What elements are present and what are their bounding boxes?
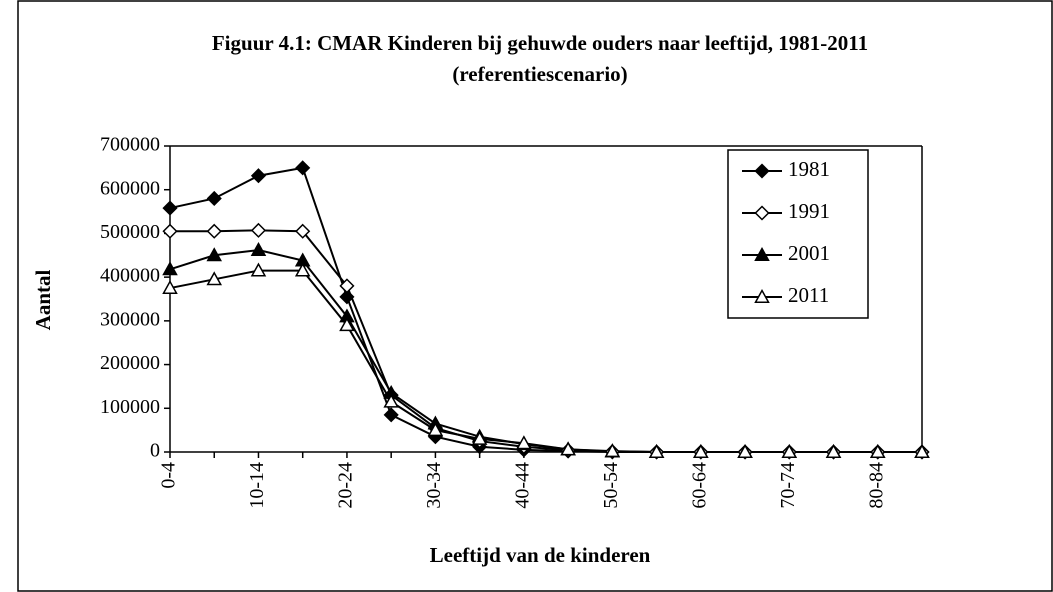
point (250, 241, 267, 256)
point (339, 278, 355, 294)
point (295, 223, 311, 239)
y-tick-label: 400000 (100, 265, 160, 287)
figure-frame (17, 0, 1053, 592)
point (693, 443, 709, 458)
x-tick-label: 80-84 (865, 462, 887, 509)
y-tick-label: 100000 (100, 396, 160, 418)
x-tick-label: 30-34 (423, 462, 445, 509)
point (648, 443, 665, 458)
point (737, 443, 753, 458)
point (339, 317, 355, 332)
legend-label: 2011 (788, 283, 829, 307)
legend-marker (754, 246, 770, 261)
point (162, 200, 178, 216)
legend-marker (754, 205, 770, 221)
point (604, 443, 621, 458)
chart-subtitle: (referentiescenario) (452, 62, 627, 86)
point (516, 435, 532, 450)
legend-marker (754, 288, 770, 303)
x-tick-label: 0-4 (158, 462, 180, 489)
point (560, 441, 576, 456)
y-tick-label: 500000 (100, 221, 160, 243)
y-tick-label: 600000 (100, 177, 160, 199)
point (471, 430, 488, 445)
chart-title: Figuur 4.1: CMAR Kinderen bij gehuwde ou… (212, 31, 868, 55)
x-tick-label: 10-14 (246, 462, 268, 509)
point (206, 223, 222, 239)
point (162, 223, 178, 239)
point (825, 443, 842, 458)
legend-marker (754, 163, 770, 179)
point (206, 271, 223, 286)
y-tick-label: 0 (150, 440, 160, 462)
legend-label: 1981 (788, 157, 830, 181)
legend-label: 2001 (788, 241, 830, 265)
point (869, 443, 886, 458)
point (250, 262, 267, 277)
legend-box (727, 149, 869, 319)
x-tick-label: 50-54 (600, 462, 622, 509)
y-tick-label: 700000 (100, 134, 160, 156)
point (162, 261, 178, 276)
point (206, 247, 223, 262)
y-tick-label: 300000 (100, 308, 160, 330)
y-axis-title: Aantal (31, 270, 55, 331)
point (383, 393, 399, 408)
x-tick-label: 40-44 (511, 462, 533, 509)
point (250, 222, 267, 238)
point (294, 262, 311, 277)
point (206, 190, 222, 207)
x-tick-label: 20-24 (335, 462, 357, 509)
point (295, 160, 311, 176)
x-axis-title: Leeftijd van de kinderen (430, 543, 651, 567)
point (339, 289, 355, 305)
x-tick-label: 70-74 (777, 462, 799, 509)
point (250, 168, 267, 184)
point (427, 422, 444, 437)
y-tick-label: 200000 (100, 352, 160, 374)
point (914, 443, 930, 458)
x-tick-label: 60-64 (688, 462, 710, 509)
point (781, 443, 798, 458)
point (383, 407, 399, 423)
legend-label: 1991 (788, 199, 830, 223)
point (162, 280, 178, 295)
